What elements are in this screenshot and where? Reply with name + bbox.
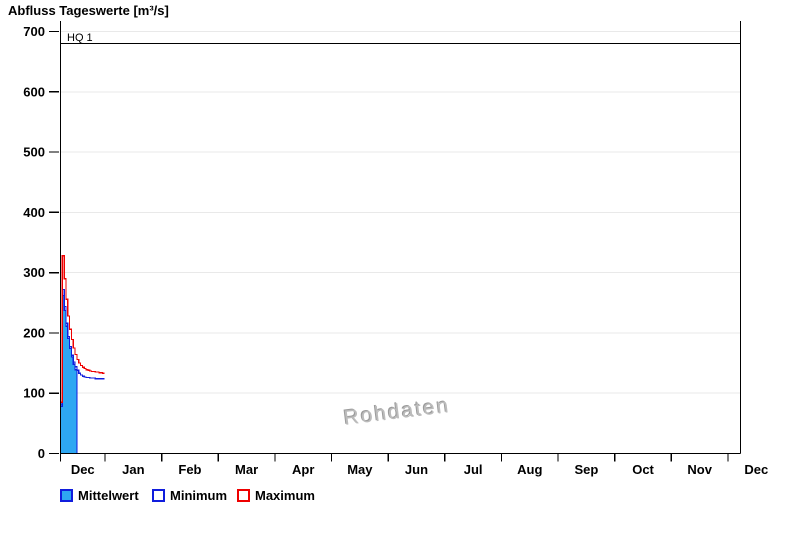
x-tick-label: Feb [178,462,201,477]
hq1-label: HQ 1 [67,32,93,44]
series-minimum-line [60,288,105,408]
series-mittelwert-area [60,295,77,454]
legend-item-mittelwert: Mittelwert [60,487,139,504]
y-tick-label: 700 [23,24,45,39]
minimum-swatch-icon [152,489,165,502]
legend-item-minimum: Minimum [152,487,227,504]
y-tick-label: 100 [23,386,45,401]
x-tick-label: Dec [71,462,95,477]
y-tick-label: 400 [23,205,45,220]
legend-item-maximum: Maximum [237,487,315,504]
x-tick-label: Jan [122,462,144,477]
legend: Mittelwert Minimum Maximum [0,487,800,507]
x-tick-label: Oct [632,462,654,477]
x-tick-label: Jun [405,462,428,477]
x-tick-label: Aug [517,462,542,477]
y-tick-label: 0 [38,446,45,461]
x-tick-label: Sep [574,462,598,477]
x-tick-label: Nov [687,462,712,477]
chart-canvas: HQ 1 0 100 200 300 400 500 600 700 Dec Jan Feb Mar Ap… [23,21,768,477]
mittelwert-swatch-icon [60,489,73,502]
x-tick-label: Dec [744,462,768,477]
maximum-swatch-icon [237,489,250,502]
legend-label-maximum: Maximum [255,488,315,503]
legend-label-minimum: Minimum [170,488,228,503]
x-tick-label: Apr [292,462,314,477]
y-tick-label: 600 [23,84,45,99]
x-tick-label: Mar [235,462,258,477]
series-maximum-line [60,255,105,403]
x-tick-label: May [347,462,373,477]
y-tick-label: 300 [23,265,45,280]
chart-title: Abfluss Tageswerte [m³/s] [8,3,169,18]
x-tick-label: Jul [464,462,483,477]
legend-label-mittelwert: Mittelwert [78,488,139,503]
y-tick-label: 500 [23,145,45,160]
y-tick-label: 200 [23,325,45,340]
